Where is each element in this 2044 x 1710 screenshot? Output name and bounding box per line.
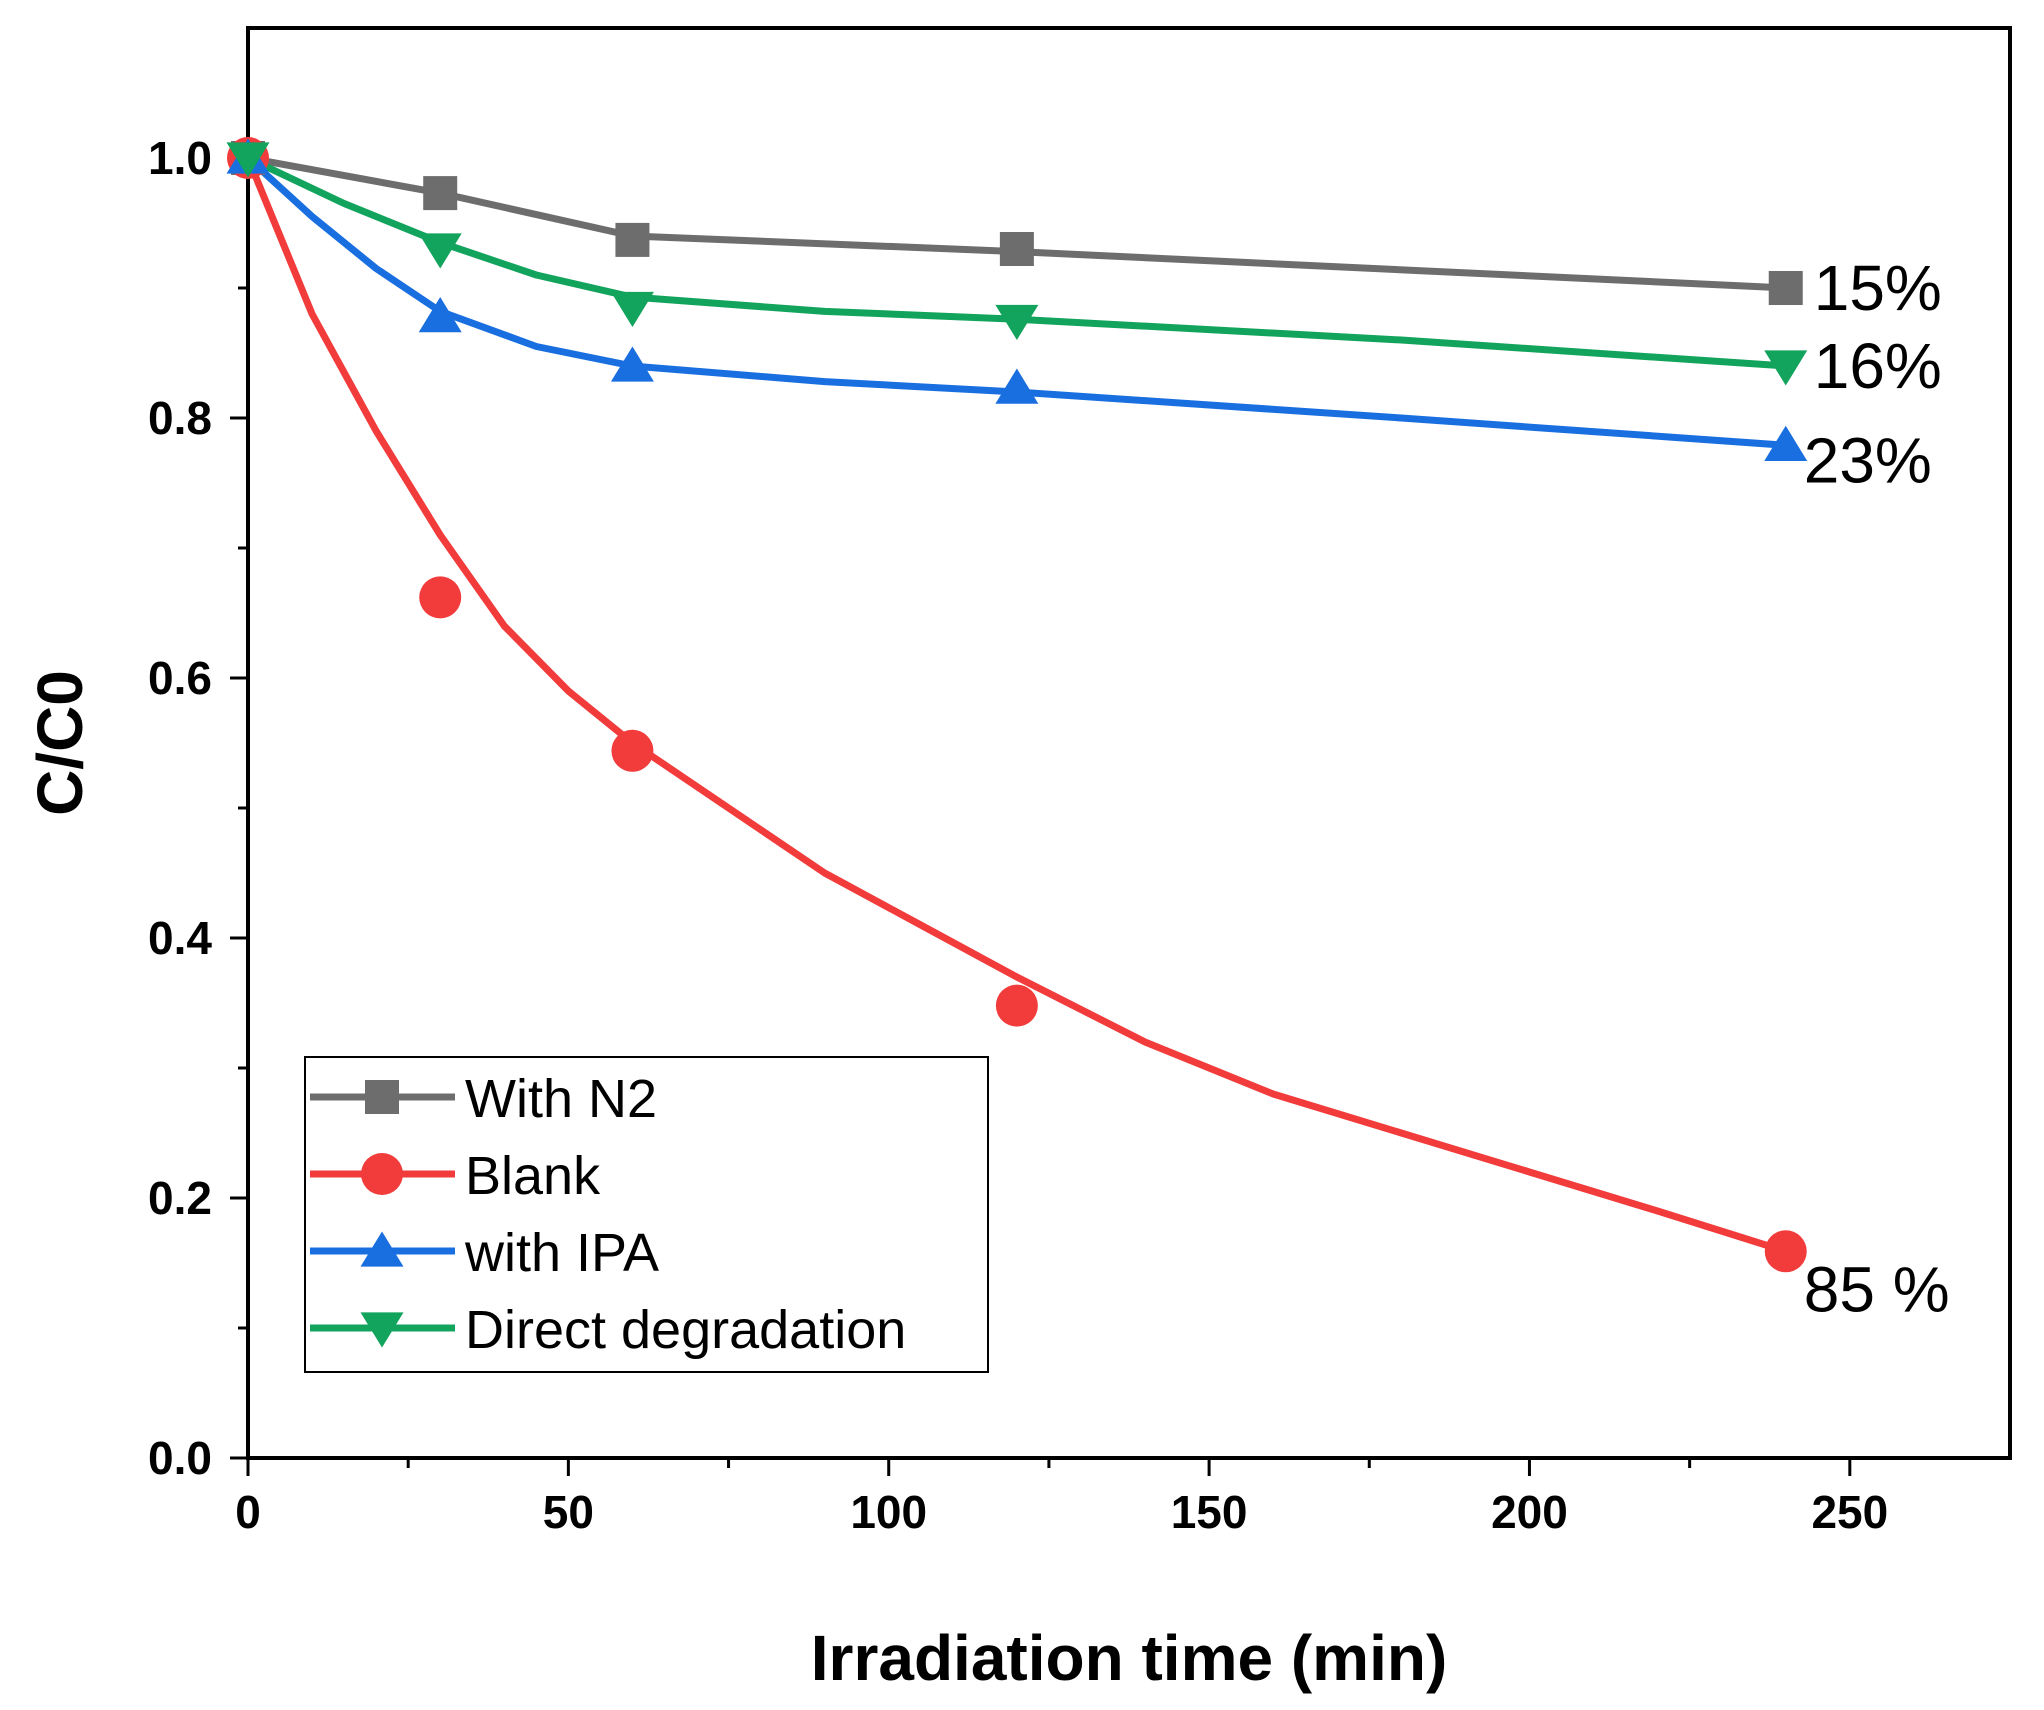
annotation-label: 16% <box>1814 330 1942 402</box>
y-tick-label: 1.0 <box>148 132 212 184</box>
data-point-with-n2 <box>999 232 1034 266</box>
data-point-blank <box>995 984 1038 1027</box>
annotations: 15%16% 23% 85 % <box>1804 252 1950 1325</box>
annotation-label: 15% <box>1814 252 1942 324</box>
annotation-label: 23% <box>1804 424 1932 496</box>
x-tick-label: 50 <box>543 1486 594 1538</box>
axes: 0 50 100 150 200 250 0.0 0.2 0.4 0.6 0.8 1.0 <box>148 132 1888 1538</box>
plot-frame <box>246 26 2012 1460</box>
data-point-with-ipa <box>1764 425 1808 461</box>
x-axis-title: Irradiation time (min) <box>811 1622 1448 1694</box>
legend-label-with-n2: With N2 <box>465 1069 657 1129</box>
legend-label-with-ipa: with IPA <box>464 1223 659 1283</box>
data-point-direct-degradation <box>418 233 462 269</box>
data-point-with-ipa <box>995 368 1039 404</box>
legend: With N2 Blank with IPA Direct degradation <box>304 1056 989 1373</box>
x-tick-label: 0 <box>235 1486 261 1538</box>
annotation-label: 85 % <box>1804 1253 1950 1325</box>
legend-marker-blank <box>361 1153 403 1195</box>
data-point-with-n2 <box>1768 271 1803 305</box>
x-tick-label: 200 <box>1491 1486 1568 1538</box>
data-point-with-n2 <box>423 176 458 211</box>
data-point-with-n2 <box>615 222 650 257</box>
y-tick-label: 0.0 <box>148 1432 212 1484</box>
x-tick-label: 150 <box>1171 1486 1248 1538</box>
legend-marker-direct-degradation <box>360 1312 404 1348</box>
series-line-with-ipa <box>244 154 1790 449</box>
data-point-with-ipa <box>418 297 462 333</box>
x-tick-label: 100 <box>850 1486 927 1538</box>
data-point-direct-degradation <box>610 291 654 328</box>
legend-label-direct-degradation: Direct degradation <box>465 1300 906 1360</box>
legend-box <box>304 1056 989 1373</box>
y-tick-label: 0.6 <box>148 652 212 704</box>
y-tick-label: 0.4 <box>148 912 212 964</box>
data-point-direct-degradation <box>226 142 270 178</box>
series-markers <box>226 137 1808 1273</box>
series-line-blank <box>244 154 1790 1255</box>
data-point-blank <box>1764 1230 1807 1273</box>
y-axis-title: C/C0 <box>24 670 96 816</box>
legend-marker-with-ipa <box>360 1231 404 1267</box>
data-point-direct-degradation <box>995 304 1039 341</box>
series-line-with-n2 <box>244 154 1790 292</box>
x-tick-label: 250 <box>1811 1486 1888 1538</box>
data-point-with-ipa <box>610 346 654 382</box>
y-tick-label: 0.8 <box>148 392 212 444</box>
data-point-blank <box>419 576 462 619</box>
legend-marker-with-n2 <box>365 1080 399 1114</box>
legend-label-blank: Blank <box>465 1146 601 1206</box>
y-tick-label: 0.2 <box>148 1172 212 1224</box>
data-point-blank <box>611 729 654 772</box>
data-point-direct-degradation <box>1764 350 1808 386</box>
